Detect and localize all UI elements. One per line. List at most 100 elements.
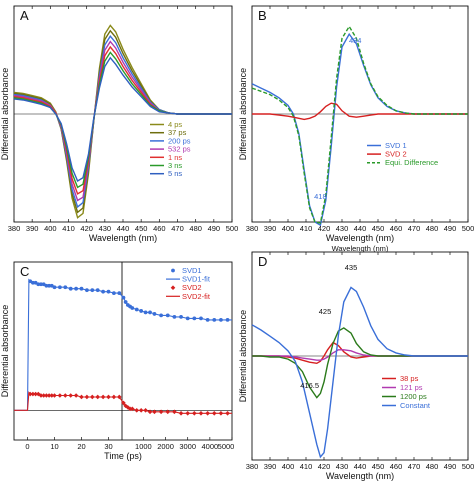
plot-frame — [13, 261, 233, 441]
data-point-svd1 — [85, 288, 89, 293]
x-tick-label: 490 — [444, 224, 457, 233]
series-line-3-ns — [13, 51, 232, 189]
data-point-svd1 — [90, 288, 95, 293]
x-axis-label: Wavelength (nm) — [326, 471, 394, 481]
x-tick-label: 460 — [153, 224, 166, 233]
panel-a: 380 390 400 410 420 430 440 450 460 470 480 490 500 W… — [0, 5, 239, 243]
x-tick-label: 380 — [246, 224, 259, 233]
x-tick-label: 500 — [462, 462, 474, 471]
x-tick-label: 470 — [408, 462, 421, 471]
data-point-svd2 — [158, 409, 164, 415]
x-tick-label: 450 — [372, 462, 385, 471]
data-point-svd1 — [139, 309, 144, 313]
data-point-svd2 — [52, 393, 57, 398]
data-point-svd2 — [130, 406, 135, 412]
peak-annotation: 425 — [319, 307, 332, 316]
data-point-svd1 — [36, 282, 41, 287]
data-point-svd2 — [100, 394, 106, 400]
data-point-svd2 — [68, 393, 73, 398]
data-point-svd1 — [219, 317, 223, 322]
x-tick-label: 390 — [264, 462, 277, 471]
panel-c: 0 10 20 30 1000 2000 3000 4000 5000 Time (ps) Diff… — [0, 261, 234, 461]
legend-label: SVD1 — [182, 266, 202, 275]
series-line-38-ps — [252, 341, 468, 365]
legend-label: 37 ps — [168, 128, 187, 137]
legend-label: Equi. Difference — [385, 158, 438, 167]
legend-label: SVD2-fit — [182, 292, 211, 301]
legend-label: 121 ps — [400, 383, 423, 392]
x-tick-label: 450 — [135, 224, 148, 233]
data-point-svd1 — [79, 286, 84, 291]
x-tick-label: 410 — [62, 224, 75, 233]
data-point-svd1 — [123, 300, 128, 304]
x-tick-label: 430 — [336, 462, 349, 471]
data-point-svd2 — [205, 411, 210, 416]
x-tick-label: 430 — [99, 224, 112, 233]
panel-d: 380 390 400 410 420 430 440 450 460 470 480 490 500 W… — [238, 251, 474, 481]
x-axis-label: Time (ps) — [104, 451, 142, 461]
x-tick-label: 430 — [336, 224, 349, 233]
data-point-svd2 — [143, 408, 148, 413]
data-point-svd2 — [218, 411, 224, 416]
data-point-svd1 — [58, 285, 62, 290]
data-point-svd1 — [39, 282, 43, 287]
data-point-svd1 — [192, 316, 197, 321]
y-axis-label: Differential absorbance — [238, 68, 248, 160]
data-point-svd2 — [73, 393, 79, 398]
x-tick-label: 480 — [189, 224, 202, 233]
x-tick-label: 1000 — [135, 442, 152, 451]
data-point-svd2 — [63, 393, 68, 398]
data-point-svd1 — [63, 285, 68, 290]
data-point-svd1 — [121, 295, 126, 300]
x-tick-label: 460 — [390, 224, 403, 233]
series-line-constant — [251, 286, 468, 459]
data-point-svd1 — [106, 289, 111, 294]
data-point-svd1 — [74, 286, 78, 291]
data-point-svd2 — [44, 393, 49, 398]
data-point-svd1 — [148, 310, 152, 315]
x-tick-label: 380 — [8, 224, 21, 233]
data-point-svd1 — [130, 306, 135, 310]
data-point-svd1 — [68, 286, 73, 291]
data-point-svd2 — [38, 393, 44, 398]
data-point-svd1 — [159, 313, 164, 318]
data-point-svd2 — [185, 411, 190, 416]
data-point-svd1 — [112, 291, 116, 296]
data-point-svd1 — [199, 316, 203, 321]
data-point-svd2 — [172, 409, 177, 415]
legend-label: SVD1-fit — [182, 275, 211, 284]
legend-label: 4 ps — [168, 120, 182, 129]
legend-label: SVD 2 — [385, 150, 407, 159]
data-point-svd2 — [95, 394, 100, 400]
legend-label: 5 ns — [168, 169, 182, 178]
legend-swatch — [170, 285, 176, 290]
x-tick-label: 420 — [80, 224, 93, 233]
series-line-1-ns — [13, 45, 232, 195]
data-point-svd2 — [225, 411, 230, 416]
data-point-svd1 — [165, 313, 170, 318]
x-tick-label: 440 — [354, 224, 367, 233]
data-point-svd1 — [179, 314, 183, 319]
data-point-svd2 — [41, 393, 46, 398]
series-line-5-ns — [13, 56, 232, 183]
data-point-svd2 — [46, 393, 52, 398]
x-tick-label: 3000 — [179, 442, 196, 451]
x-tick-label: 500 — [226, 224, 239, 233]
x-tick-label: 400 — [282, 224, 295, 233]
series-line-svd-1 — [251, 32, 468, 227]
peak-annotation: 416.5 — [300, 381, 319, 390]
data-point-svd2 — [117, 394, 122, 400]
data-point-svd1 — [95, 288, 100, 293]
legend-label: Constant — [400, 401, 431, 410]
data-point-svd2 — [165, 409, 171, 415]
data-point-svd2 — [57, 393, 63, 398]
data-point-svd2 — [192, 411, 197, 416]
y-axis-label: Differential absorbance — [238, 310, 248, 402]
panel-label: A — [20, 8, 29, 23]
data-point-svd1 — [44, 283, 49, 288]
series-line-1200-ps — [252, 327, 468, 399]
panel-label: B — [258, 8, 267, 23]
data-point-svd1 — [212, 317, 217, 322]
x-tick-label: 390 — [264, 224, 277, 233]
